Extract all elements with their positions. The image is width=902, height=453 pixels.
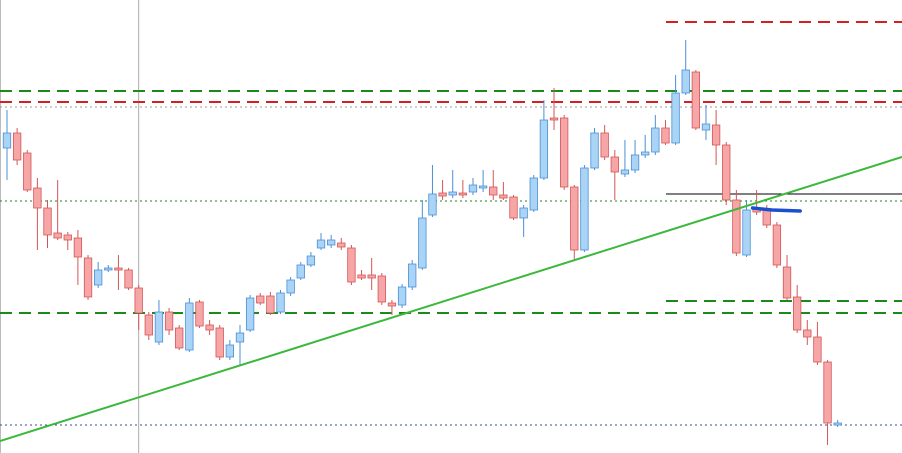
candle-body <box>560 117 569 188</box>
candle-body <box>306 255 316 266</box>
candle-body <box>104 267 113 271</box>
candle-body <box>580 167 589 251</box>
candle-body <box>468 184 478 193</box>
candle-body <box>408 263 417 288</box>
candle-body <box>195 301 204 327</box>
candle-body <box>43 207 52 236</box>
candle-body <box>691 71 700 129</box>
candle-body <box>175 327 184 349</box>
candle-body <box>590 132 599 169</box>
candle-body <box>823 361 832 424</box>
candle-body <box>144 314 153 336</box>
candle-body <box>377 275 386 303</box>
candle-body <box>813 336 822 363</box>
candle-body <box>256 295 265 304</box>
candle-body <box>124 269 133 289</box>
candle-body <box>53 232 62 239</box>
candle-body <box>732 199 741 254</box>
candle-body <box>539 119 549 179</box>
candle-body <box>600 132 609 158</box>
candle-body <box>549 117 559 121</box>
candle-body <box>235 332 245 343</box>
candle-body <box>641 151 650 156</box>
candle-body <box>793 296 802 331</box>
candle-body <box>519 207 528 219</box>
candle-body <box>266 295 275 314</box>
candle-body <box>651 127 660 153</box>
candle-body <box>73 237 83 258</box>
candle-body <box>478 185 488 189</box>
marker-line <box>750 206 802 213</box>
candle-body <box>661 127 670 144</box>
candle-body <box>94 269 103 286</box>
candle-body <box>63 234 72 241</box>
candle-body <box>701 123 711 131</box>
candle-body <box>367 274 376 279</box>
candle-body <box>387 302 397 307</box>
candle-body <box>337 242 346 248</box>
trend-line <box>0 156 902 442</box>
candle-body <box>397 286 407 306</box>
candle-body <box>772 224 782 266</box>
candle-body <box>509 196 518 219</box>
candle-body <box>630 154 640 171</box>
candle-body <box>357 274 366 279</box>
candle-body <box>245 297 255 331</box>
candle-body <box>610 156 619 173</box>
candle-body <box>33 187 42 209</box>
candle-body <box>762 209 771 226</box>
candle-body <box>2 132 12 149</box>
candle-body <box>671 92 680 144</box>
candle-body <box>296 264 305 279</box>
candle-body <box>711 124 721 146</box>
candle-body <box>114 267 123 271</box>
candle-body <box>681 69 690 94</box>
candle-body <box>83 257 93 298</box>
candle-body <box>286 279 295 294</box>
candle-body <box>316 239 326 249</box>
candle-body <box>185 302 194 351</box>
candle-body <box>458 192 468 196</box>
candle-body <box>489 186 498 196</box>
candle-body <box>428 193 437 216</box>
candle-body <box>276 292 285 313</box>
candle-body <box>347 247 356 283</box>
candle-body <box>529 177 538 211</box>
candle-body <box>782 266 792 299</box>
candle-body <box>833 422 842 426</box>
candle-body <box>225 344 235 358</box>
candle-body <box>134 287 143 314</box>
candle-body <box>327 239 336 246</box>
candle-body <box>23 152 32 191</box>
candle-body <box>205 324 214 331</box>
candle-body <box>499 194 508 199</box>
candle-body <box>570 186 579 251</box>
candle-body <box>742 209 751 256</box>
candle-body <box>164 311 174 331</box>
candle-body <box>803 329 812 338</box>
candle-body <box>722 144 731 201</box>
candle-body <box>215 327 224 358</box>
candle-body <box>418 217 427 269</box>
candle-body <box>12 132 22 161</box>
candle-body <box>154 311 164 343</box>
candle-body <box>438 192 447 197</box>
candle-body <box>448 191 457 196</box>
candle-body <box>620 169 630 175</box>
